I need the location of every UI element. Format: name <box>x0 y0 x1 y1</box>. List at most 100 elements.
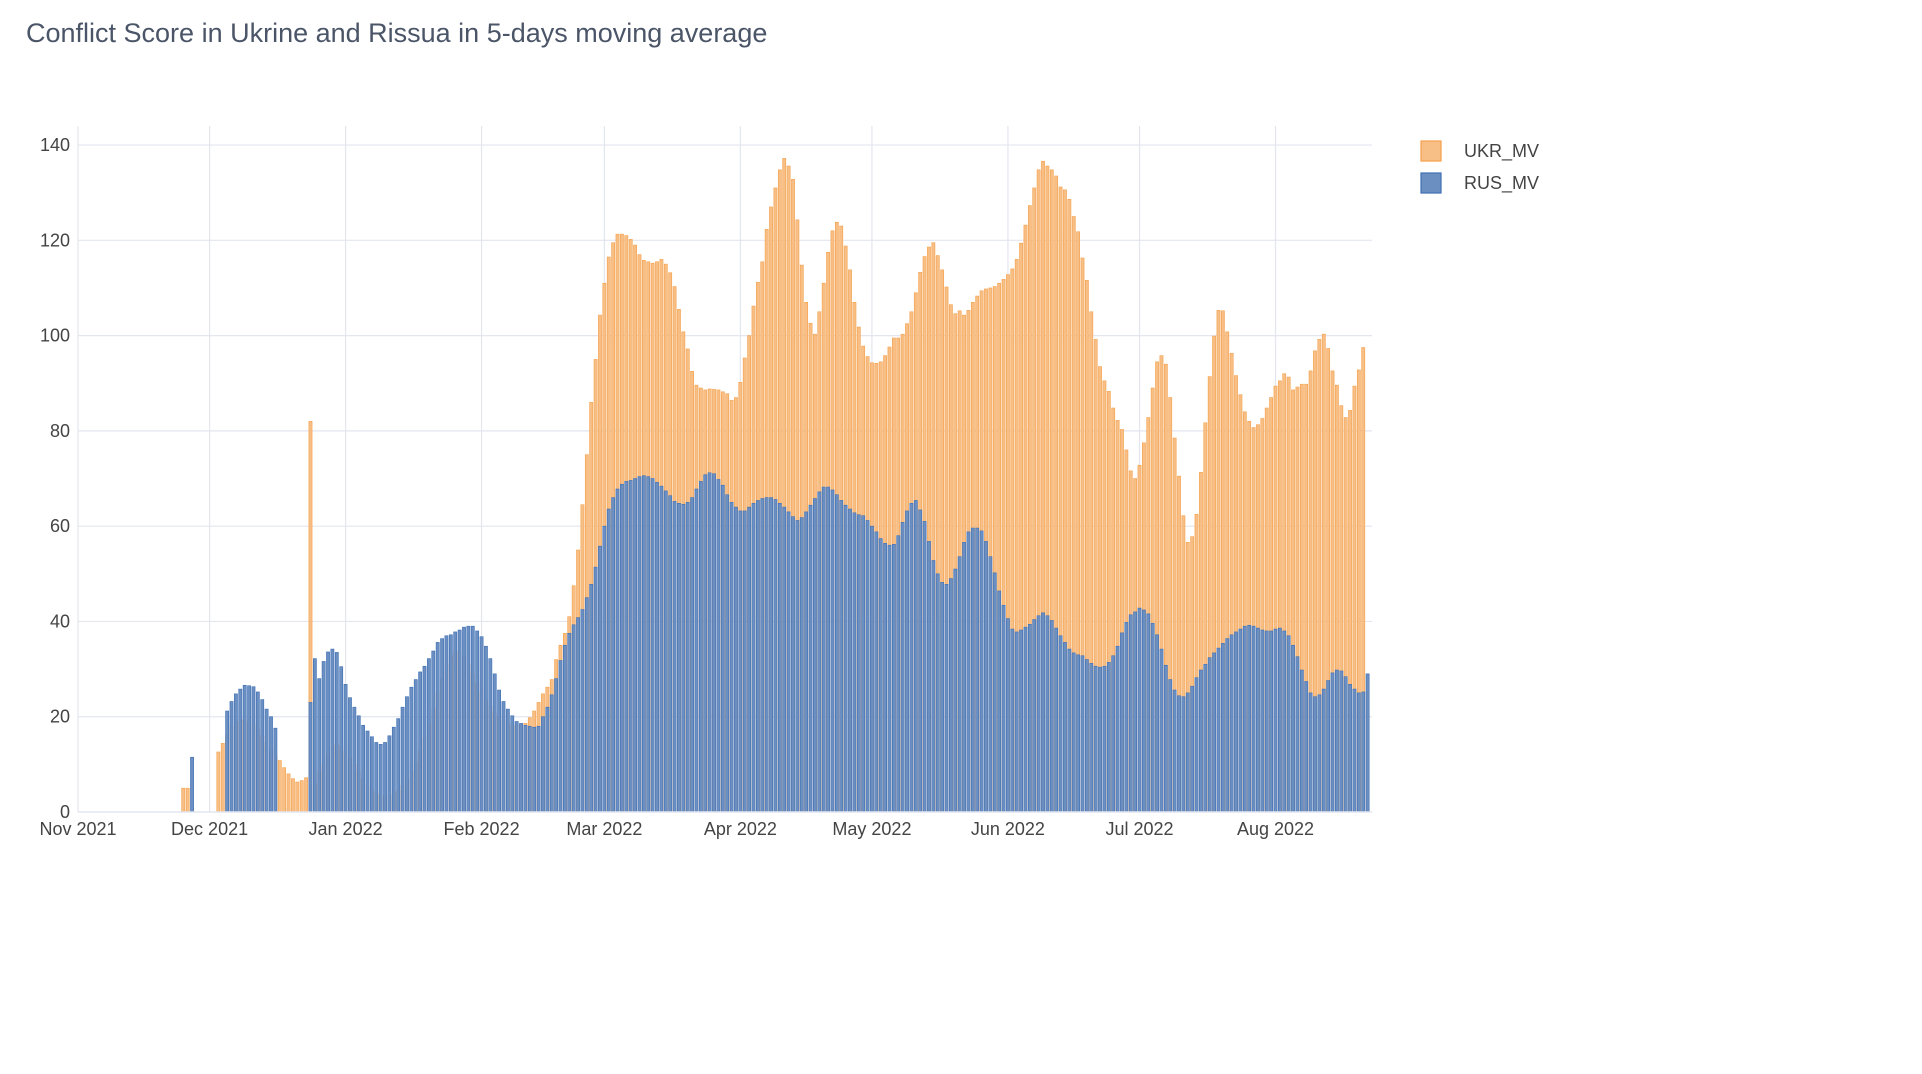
bar-rus-mv <box>922 521 927 813</box>
bar-rus-mv <box>1299 669 1304 813</box>
bar-rus-mv <box>927 541 931 813</box>
bar-rus-mv <box>435 642 440 813</box>
bar-rus-mv <box>1216 647 1221 813</box>
bar-rus-mv <box>234 693 238 813</box>
bar-rus-mv <box>1339 670 1344 813</box>
bar-rus-mv <box>536 725 541 813</box>
bar-rus-mv <box>624 481 629 813</box>
bar-rus-mv <box>1089 663 1094 813</box>
axes: 0 20 40 60 80 100 120 140 Nov 2021 Dec 2021 Jan 20… <box>39 135 1372 839</box>
bar-rus-mv <box>848 508 852 813</box>
bar-rus-mv <box>576 617 580 813</box>
bar-rus-mv <box>462 626 466 813</box>
bar-rus-mv <box>826 486 830 813</box>
bar-rus-mv <box>317 678 322 813</box>
bar-rus-mv <box>330 648 335 813</box>
x-tick-label: Mar 2022 <box>566 819 642 839</box>
bar-rus-mv <box>247 685 251 813</box>
bar-rus-mv <box>545 706 550 813</box>
bar-rus-mv <box>703 474 708 813</box>
bar-rus-mv <box>931 560 936 813</box>
bar-rus-mv <box>918 509 923 813</box>
x-tick-label: Jun 2022 <box>971 819 1045 839</box>
bar-rus-mv <box>440 638 444 813</box>
bar-rus-mv <box>1247 624 1252 813</box>
bar-rus-mv <box>501 701 506 813</box>
bar-rus-mv <box>422 665 427 813</box>
bar-rus-mv <box>896 535 901 813</box>
bar-rus-mv <box>1124 622 1129 813</box>
bar-rus-mv <box>1238 628 1243 813</box>
bar-rus-mv <box>734 506 738 813</box>
bar-ukr-mv <box>216 751 221 813</box>
bar-rus-mv <box>729 502 734 813</box>
bar-rus-mv <box>813 498 817 813</box>
bar-rus-mv <box>773 499 778 813</box>
bar-rus-mv <box>1006 618 1010 813</box>
bar-rus-mv <box>913 500 918 813</box>
bar-rus-mv <box>448 634 453 813</box>
chart-title: Conflict Score in Ukrine and Rissua in 5… <box>26 18 768 48</box>
bar-rus-mv <box>953 568 958 813</box>
legend-swatch-ukr-mv[interactable] <box>1420 140 1442 162</box>
bar-rus-mv <box>887 544 892 813</box>
bar-ukr-mv <box>291 778 295 813</box>
bar-rus-mv <box>698 481 703 813</box>
bar-rus-mv <box>799 517 804 813</box>
bar-rus-mv <box>190 756 194 813</box>
bar-rus-mv <box>949 578 953 813</box>
bar-rus-mv <box>348 697 352 813</box>
bar-rus-mv <box>334 652 339 813</box>
bar-rus-mv <box>900 522 905 813</box>
bar-rus-mv <box>641 475 646 813</box>
bar-rus-mv <box>361 724 366 813</box>
bar-rus-mv <box>716 479 721 813</box>
bar-rus-mv <box>492 673 497 813</box>
bar-rus-mv <box>1199 669 1203 813</box>
bar-rus-mv <box>891 543 896 813</box>
bar-rus-mv <box>589 583 594 813</box>
bar-rus-mv <box>1155 634 1159 813</box>
bar-rus-mv <box>843 504 848 813</box>
bar-rus-mv <box>852 512 857 813</box>
bar-ukr-mv <box>295 781 300 813</box>
bar-rus-mv <box>1291 644 1295 813</box>
bar-rus-mv <box>1207 657 1212 813</box>
bar-rus-mv <box>1080 655 1085 813</box>
bar-rus-mv <box>1304 681 1309 813</box>
bar-rus-mv <box>646 476 651 813</box>
bar-rus-mv <box>1032 619 1037 813</box>
x-tick-label: Nov 2021 <box>39 819 116 839</box>
bar-ukr-mv <box>299 780 304 813</box>
bar-rus-mv <box>1019 629 1023 813</box>
bar-rus-mv <box>251 686 256 813</box>
bar-rus-mv <box>1045 615 1050 813</box>
y-tick-label: 20 <box>50 707 70 727</box>
bar-rus-mv <box>1260 629 1265 813</box>
bar-chart: 0 20 40 60 80 100 120 140 Nov 2021 Dec 2021 Jan 20… <box>39 126 1539 839</box>
legend[interactable]: UKR_MV RUS_MV <box>1420 140 1539 194</box>
legend-swatch-rus-mv[interactable] <box>1420 172 1442 194</box>
bar-rus-mv <box>1286 635 1291 813</box>
bar-rus-mv <box>453 631 458 813</box>
bar-rus-mv <box>514 721 519 813</box>
x-tick-label: Dec 2021 <box>171 819 248 839</box>
bar-rus-mv <box>484 645 488 813</box>
bar-rus-mv <box>870 525 874 813</box>
bar-ukr-mv <box>282 767 287 813</box>
bar-rus-mv <box>1356 692 1361 813</box>
bar-rus-mv <box>418 671 423 813</box>
legend-label-rus-mv[interactable]: RUS_MV <box>1464 173 1539 194</box>
bar-rus-mv <box>865 520 870 813</box>
x-tick-label: Aug 2022 <box>1237 819 1314 839</box>
bar-rus-mv <box>808 504 813 813</box>
bar-rus-mv <box>549 694 554 813</box>
bar-ukr-mv <box>220 743 225 813</box>
bar-rus-mv <box>1352 688 1357 813</box>
bar-rus-mv <box>685 502 690 813</box>
bar-rus-mv <box>391 726 396 813</box>
bar-rus-mv <box>1142 609 1146 813</box>
bar-rus-mv <box>1264 630 1269 813</box>
legend-label-ukr-mv[interactable]: UKR_MV <box>1464 141 1539 162</box>
bar-rus-mv <box>269 716 273 813</box>
